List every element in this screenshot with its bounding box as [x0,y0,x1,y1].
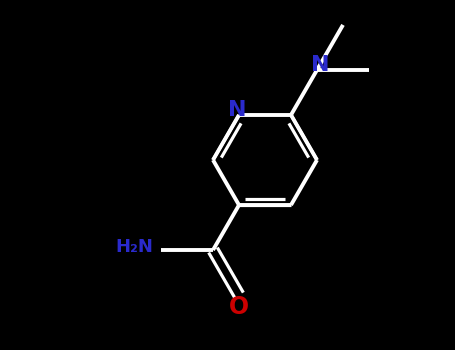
Text: H₂N: H₂N [115,238,153,256]
Text: N: N [228,100,246,120]
Text: N: N [311,55,329,75]
Text: O: O [229,295,249,319]
